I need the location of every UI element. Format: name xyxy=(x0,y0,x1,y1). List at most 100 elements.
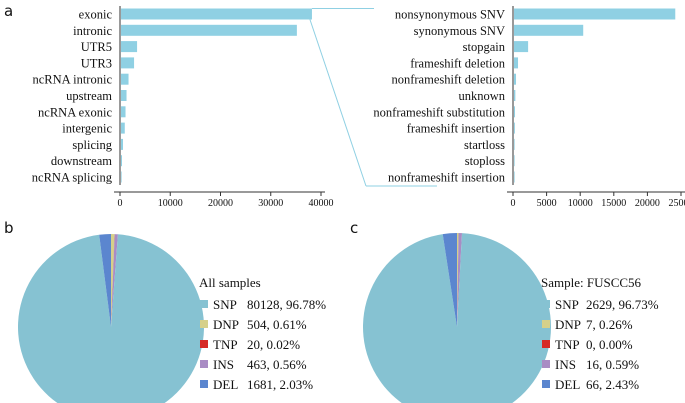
legend-name-dnp: DNP xyxy=(213,317,239,332)
x-tick-label: 15000 xyxy=(601,198,626,209)
bar-exonic xyxy=(121,8,312,20)
bar-unknown xyxy=(514,90,516,101)
x-tick-label: 0 xyxy=(511,198,516,209)
bar-chart-region: exonic intronic UTR5 UTR3 ncRNA intronic upst… xyxy=(32,6,334,209)
bar-utr5 xyxy=(121,41,138,53)
legend-value-snp: 2629, 96.73% xyxy=(586,297,659,312)
pie-chart-all-samples: All samples SNP 80128, 96.78% DNP 504, 0.61%… xyxy=(18,234,326,403)
legend-value-tnp: 0, 0.00% xyxy=(586,337,633,352)
bar-nonsynonymous-snv xyxy=(514,8,676,20)
legend-swatch-dnp xyxy=(200,320,208,328)
x-tick-label: 5000 xyxy=(537,198,557,209)
legend-name-dnp: DNP xyxy=(555,317,581,332)
pie-slice-snp xyxy=(363,233,551,403)
legend-swatch-ins xyxy=(542,360,550,368)
x-tick-label: 0 xyxy=(118,198,123,209)
legend-value-del: 1681, 2.03% xyxy=(247,377,313,392)
category-label-intronic: intronic xyxy=(73,24,112,38)
category-label-stoploss: stoploss xyxy=(465,154,505,168)
bar-frameshift-insertion xyxy=(514,122,515,134)
legend-name-ins: INS xyxy=(213,357,234,372)
bar-frameshift-deletion xyxy=(514,57,519,69)
legend-value-del: 66, 2.43% xyxy=(586,377,639,392)
category-label-exonic: exonic xyxy=(79,8,113,22)
bar-nonframeshift-substitution xyxy=(514,106,516,118)
zoom-connector-lines xyxy=(309,8,437,187)
bar-ncrna-splicing xyxy=(121,171,122,183)
bar-stopgain xyxy=(514,41,529,53)
legend-swatch-del xyxy=(542,380,550,388)
pie-title: Sample: FUSCC56 xyxy=(541,275,642,290)
panel-c-label: c xyxy=(350,219,358,237)
category-label-upstream: upstream xyxy=(66,89,112,103)
category-label-frameshift-insertion: frameshift insertion xyxy=(407,122,506,136)
legend-name-snp: SNP xyxy=(555,297,579,312)
legend-name-tnp: TNP xyxy=(213,337,238,352)
panel-a-label: a xyxy=(4,2,13,20)
pie-slice-dnp xyxy=(111,234,115,327)
bar-synonymous-snv xyxy=(514,24,584,36)
legend-name-del: DEL xyxy=(555,377,580,392)
bar-nonframeshift-insertion xyxy=(514,171,515,183)
category-label-nonsynonymous-snv: nonsynonymous SNV xyxy=(395,8,505,22)
x-tick-label: 10000 xyxy=(568,198,593,209)
category-label-startloss: startloss xyxy=(464,138,505,152)
pie-slice-del xyxy=(99,234,111,327)
x-tick-label: 30000 xyxy=(258,198,283,209)
category-label-ncrna-intronic: ncRNA intronic xyxy=(32,73,112,87)
category-label-frameshift-deletion: frameshift deletion xyxy=(410,56,506,70)
bar-intergenic xyxy=(121,122,125,134)
category-label-ncrna-splicing: ncRNA splicing xyxy=(32,171,113,185)
x-tick-label: 40000 xyxy=(309,198,334,209)
pie-slice-tnp xyxy=(111,234,115,327)
legend-swatch-snp xyxy=(542,300,550,308)
pie-chart-sample: Sample: FUSCC56 SNP 2629, 96.73% DNP 7, 0.26… xyxy=(363,233,659,403)
category-label-utr5: UTR5 xyxy=(81,40,112,54)
bar-ncrna-exonic xyxy=(121,106,126,118)
category-label-downstream: downstream xyxy=(51,154,112,168)
pie-slice-dnp xyxy=(457,233,459,327)
pie-slice-snp xyxy=(18,234,204,403)
legend-swatch-del xyxy=(200,380,208,388)
category-label-intergenic: intergenic xyxy=(62,122,112,136)
x-tick-label: 25000 xyxy=(669,198,685,209)
category-label-ncrna-exonic: ncRNA exonic xyxy=(38,105,112,119)
legend-name-ins: INS xyxy=(555,357,576,372)
x-tick-label: 10000 xyxy=(158,198,183,209)
bar-splicing xyxy=(121,138,124,150)
pie-slice-ins xyxy=(111,234,118,327)
category-label-nonframeshift-deletion: nonframeshift deletion xyxy=(391,73,505,87)
bar-startloss xyxy=(514,138,515,150)
legend-name-del: DEL xyxy=(213,377,238,392)
bar-intronic xyxy=(121,24,297,36)
x-tick-label: 20000 xyxy=(635,198,660,209)
panel-b-label: b xyxy=(4,219,14,237)
pie-title: All samples xyxy=(199,275,261,290)
bar-downstream xyxy=(121,155,123,167)
bar-chart-function: nonsynonymous SNV synonymous SNV stopgain f… xyxy=(373,6,685,209)
bar-stoploss xyxy=(514,155,515,167)
legend-value-dnp: 504, 0.61% xyxy=(247,317,307,332)
category-label-nonframeshift-insertion: nonframeshift insertion xyxy=(388,171,506,185)
category-label-utr3: UTR3 xyxy=(81,56,112,70)
legend-value-snp: 80128, 96.78% xyxy=(247,297,326,312)
legend-swatch-ins xyxy=(200,360,208,368)
x-tick-label: 20000 xyxy=(208,198,233,209)
bar-nonframeshift-deletion xyxy=(514,73,517,85)
legend-value-tnp: 20, 0.02% xyxy=(247,337,300,352)
legend-name-snp: SNP xyxy=(213,297,237,312)
category-label-nonframeshift-substitution: nonframeshift substitution xyxy=(373,105,505,119)
legend-swatch-dnp xyxy=(542,320,550,328)
bar-utr3 xyxy=(121,57,135,69)
category-label-splicing: splicing xyxy=(72,138,112,152)
category-label-stopgain: stopgain xyxy=(463,40,506,54)
legend-value-ins: 16, 0.59% xyxy=(586,357,639,372)
bar-ncrna-intronic xyxy=(121,73,129,85)
connector-diagonal-line xyxy=(309,19,367,187)
legend-value-ins: 463, 0.56% xyxy=(247,357,307,372)
legend-value-dnp: 7, 0.26% xyxy=(586,317,633,332)
pie-slice-ins xyxy=(457,233,463,327)
legend-swatch-tnp xyxy=(542,340,550,348)
legend-name-tnp: TNP xyxy=(555,337,580,352)
